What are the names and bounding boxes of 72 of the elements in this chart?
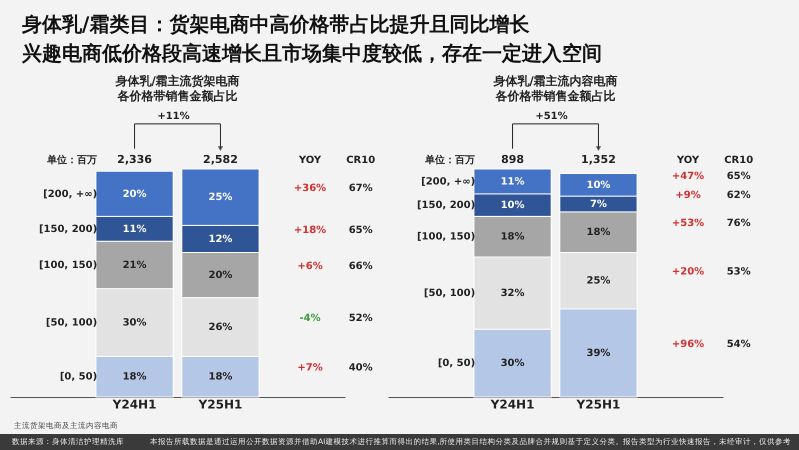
chart-subtitle: 各价格带销售金额占比 bbox=[116, 88, 238, 103]
text: CR10 bbox=[346, 155, 376, 166]
data-label: 26% bbox=[208, 322, 232, 334]
series-label: [0, 50) bbox=[60, 372, 98, 383]
text: +36% bbox=[294, 183, 326, 194]
text: +7% bbox=[297, 362, 323, 374]
series-label: [100, 150) bbox=[38, 260, 98, 271]
text: +47% bbox=[672, 170, 704, 182]
data-label: 18% bbox=[500, 232, 525, 243]
data-label: 10% bbox=[586, 180, 610, 191]
data-label: 25% bbox=[586, 276, 610, 287]
data-label: 18% bbox=[122, 372, 147, 383]
text: 2,582 bbox=[203, 153, 238, 166]
data-label: 11% bbox=[500, 176, 525, 188]
text: 单位：百万 bbox=[46, 154, 98, 166]
text: 53% bbox=[726, 266, 751, 278]
text: +20% bbox=[672, 266, 704, 278]
text: 2,336 bbox=[117, 153, 152, 166]
data-label: 7% bbox=[590, 198, 607, 210]
text: 76% bbox=[726, 218, 751, 230]
text: +53% bbox=[672, 218, 704, 230]
data-label: 30% bbox=[500, 358, 525, 370]
text: 66% bbox=[348, 261, 373, 272]
data-label: 25% bbox=[208, 192, 232, 204]
text: CR10 bbox=[724, 155, 754, 166]
data-label: 32% bbox=[500, 288, 525, 300]
text: 兴趣电商低价格段高速增长且市场集中度较低，存在一定进入空间 bbox=[22, 40, 603, 67]
data-label: 20% bbox=[208, 270, 232, 282]
text: 身体乳/霜类目：货架电商中高价格带占比提升且同比增长 bbox=[22, 11, 530, 38]
text: 67% bbox=[348, 183, 373, 194]
data-label: 20% bbox=[122, 188, 147, 200]
text: 单位：百万 bbox=[424, 154, 476, 166]
text: +18% bbox=[294, 224, 326, 236]
x-tick-label: Y25H1 bbox=[576, 398, 620, 412]
text: +96% bbox=[672, 338, 704, 350]
x-tick-label: Y25H1 bbox=[198, 398, 242, 412]
data-label: 11% bbox=[122, 224, 147, 235]
text: YOY bbox=[298, 155, 322, 166]
text: 52% bbox=[348, 313, 373, 324]
text: 1,352 bbox=[581, 153, 616, 166]
data-label: 18% bbox=[586, 227, 610, 238]
data-label: 21% bbox=[122, 260, 147, 271]
series-label: [0, 50) bbox=[438, 358, 476, 370]
text: YOY bbox=[676, 155, 700, 166]
text: +11% bbox=[157, 110, 190, 122]
text: 54% bbox=[726, 338, 751, 350]
chart-title: 身体乳/霜主流货架电商 bbox=[114, 74, 240, 88]
series-label: [100, 150) bbox=[416, 232, 476, 243]
chart-title: 身体乳/霜主流内容电商 bbox=[492, 74, 618, 88]
text: 65% bbox=[726, 170, 751, 182]
series-label: [150, 200) bbox=[416, 200, 476, 212]
series-label: [150, 200) bbox=[38, 224, 98, 235]
text: 898 bbox=[501, 153, 524, 166]
series-label: [50, 100) bbox=[46, 318, 98, 329]
x-tick-label: Y24H1 bbox=[490, 398, 534, 412]
text: 40% bbox=[348, 362, 373, 374]
series-label: [200, +∞) bbox=[421, 176, 476, 188]
data-label: 10% bbox=[500, 200, 525, 212]
chart-subtitle: 各价格带销售金额占比 bbox=[494, 88, 616, 103]
series-label: [200, +∞) bbox=[43, 188, 98, 200]
series-label: [50, 100) bbox=[424, 288, 476, 300]
data-label: 30% bbox=[122, 318, 147, 329]
data-label: 39% bbox=[586, 348, 610, 359]
text: 65% bbox=[348, 224, 373, 236]
text: 62% bbox=[726, 190, 751, 201]
data-label: 12% bbox=[208, 234, 232, 245]
text: -4% bbox=[299, 313, 321, 324]
text: +6% bbox=[297, 261, 323, 272]
x-tick-label: Y24H1 bbox=[112, 398, 156, 412]
text: +9% bbox=[675, 190, 701, 201]
data-label: 18% bbox=[208, 372, 232, 383]
text: +51% bbox=[535, 110, 568, 122]
